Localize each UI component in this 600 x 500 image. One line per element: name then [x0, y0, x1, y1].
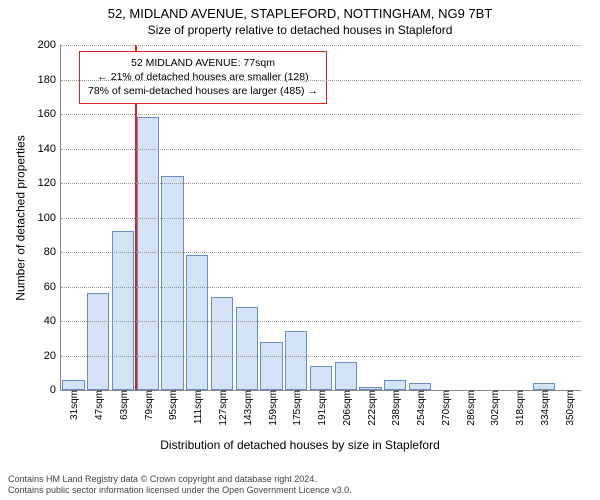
info-box: 52 MIDLAND AVENUE: 77sqm ← 21% of detach…	[79, 51, 327, 104]
x-tick-label: 95sqm	[165, 390, 179, 420]
x-tick-label: 143sqm	[240, 390, 254, 426]
grid-line	[61, 183, 581, 184]
bar	[409, 383, 431, 390]
bar	[161, 176, 183, 390]
page-title: 52, MIDLAND AVENUE, STAPLEFORD, NOTTINGH…	[0, 0, 600, 21]
x-tick-label: 270sqm	[438, 390, 452, 426]
y-tick-label: 60	[44, 281, 61, 293]
x-tick-label: 63sqm	[116, 390, 130, 420]
bar	[211, 297, 233, 390]
chart-area: 31sqm47sqm63sqm79sqm95sqm111sqm127sqm143…	[60, 45, 580, 390]
chart-container: 52, MIDLAND AVENUE, STAPLEFORD, NOTTINGH…	[0, 0, 600, 500]
y-axis-label: Number of detached properties	[14, 135, 28, 300]
grid-line	[61, 287, 581, 288]
grid-line	[61, 80, 581, 81]
grid-line	[61, 45, 581, 46]
x-axis-label: Distribution of detached houses by size …	[0, 438, 600, 452]
bar	[112, 231, 134, 390]
y-tick-label: 140	[38, 143, 61, 155]
infobox-line1: 52 MIDLAND AVENUE: 77sqm	[88, 56, 318, 70]
x-tick-label: 159sqm	[265, 390, 279, 426]
plot-region: 31sqm47sqm63sqm79sqm95sqm111sqm127sqm143…	[60, 45, 581, 391]
bar	[384, 380, 406, 390]
bar	[236, 307, 258, 390]
y-tick-label: 180	[38, 74, 61, 86]
x-tick-label: 286sqm	[463, 390, 477, 426]
footer-line2: Contains public sector information licen…	[8, 485, 352, 496]
x-tick-label: 238sqm	[388, 390, 402, 426]
x-tick-label: 222sqm	[364, 390, 378, 426]
x-tick-label: 191sqm	[314, 390, 328, 426]
x-tick-label: 254sqm	[413, 390, 427, 426]
footer-line1: Contains HM Land Registry data © Crown c…	[8, 474, 352, 485]
y-tick-label: 0	[50, 384, 61, 396]
footer: Contains HM Land Registry data © Crown c…	[8, 474, 352, 497]
bar	[87, 293, 109, 390]
x-tick-label: 175sqm	[289, 390, 303, 426]
page-subtitle: Size of property relative to detached ho…	[0, 21, 600, 37]
x-tick-label: 206sqm	[339, 390, 353, 426]
grid-line	[61, 321, 581, 322]
x-tick-label: 31sqm	[66, 390, 80, 420]
x-tick-label: 79sqm	[141, 390, 155, 420]
x-tick-label: 334sqm	[537, 390, 551, 426]
x-tick-label: 350sqm	[562, 390, 576, 426]
x-tick-label: 47sqm	[91, 390, 105, 420]
x-tick-label: 127sqm	[215, 390, 229, 426]
x-tick-label: 111sqm	[190, 390, 204, 424]
bar	[310, 366, 332, 390]
infobox-line2: ← 21% of detached houses are smaller (12…	[88, 70, 318, 84]
y-axis-label-wrap: Number of detached properties	[14, 45, 28, 390]
y-tick-label: 80	[44, 246, 61, 258]
grid-line	[61, 356, 581, 357]
y-tick-label: 20	[44, 350, 61, 362]
infobox-line3: 78% of semi-detached houses are larger (…	[88, 84, 318, 98]
y-tick-label: 120	[38, 177, 61, 189]
bar	[285, 331, 307, 390]
x-tick-label: 302sqm	[487, 390, 501, 426]
bar	[335, 362, 357, 390]
grid-line	[61, 149, 581, 150]
bar	[137, 117, 159, 390]
y-tick-label: 100	[38, 212, 61, 224]
y-tick-label: 40	[44, 315, 61, 327]
bar	[186, 255, 208, 390]
x-tick-label: 318sqm	[512, 390, 526, 426]
bar	[533, 383, 555, 390]
y-tick-label: 160	[38, 108, 61, 120]
bar	[260, 342, 282, 390]
grid-line	[61, 114, 581, 115]
y-tick-label: 200	[38, 39, 61, 51]
grid-line	[61, 218, 581, 219]
grid-line	[61, 252, 581, 253]
bar	[62, 380, 84, 390]
